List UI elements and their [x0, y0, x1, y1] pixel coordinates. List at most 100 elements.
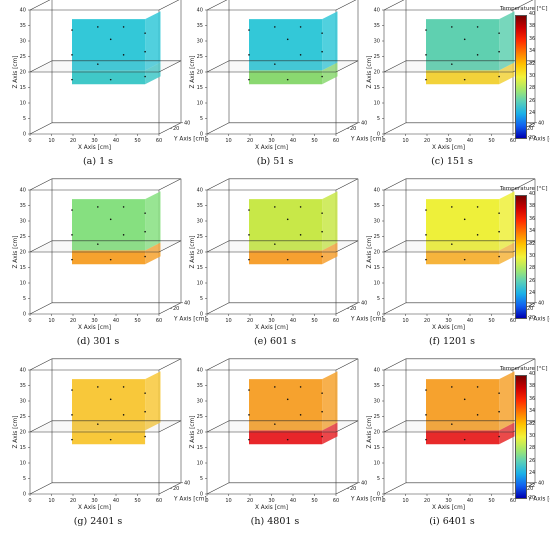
chart-panel: 0 5 10 15 20 25 30 35 40 0 10 20 30 40 50 60 20 40 X Axis … [362, 358, 550, 532]
lower-block-side [499, 62, 515, 85]
z-tick-label: 20 [20, 250, 26, 256]
sensor-point [144, 435, 146, 438]
sensor-point [109, 218, 112, 221]
sensor-point [97, 423, 99, 425]
lower-block-front [72, 70, 146, 85]
y-tick-label: 20 [173, 486, 179, 492]
z-tick-label: 35 [20, 203, 26, 209]
upper-block-front [249, 199, 323, 251]
box-edge [206, 0, 228, 11]
cut-plane [29, 240, 182, 253]
x-axis-label: X Axis [cm] [255, 505, 288, 511]
y-tick-label: 40 [184, 121, 190, 127]
lower-block-front [249, 250, 323, 265]
z-axis-label: Z Axis [cm] [190, 235, 196, 268]
z-axis-label: Z Axis [cm] [190, 55, 196, 88]
sensor-point [248, 29, 250, 31]
colorbar-tick-label: 22 [529, 123, 536, 129]
sensor-point [109, 398, 112, 401]
z-tick-label: 15 [374, 445, 380, 451]
y-tick-label: 20 [173, 126, 179, 132]
z-tick-label: 40 [20, 8, 26, 14]
y-axis-label: Y Axis [cm] [173, 136, 207, 142]
sensor-point [71, 389, 73, 391]
colorbar-tick-label: 24 [529, 471, 536, 477]
colorbar: Temperature [°C] 40 38 36 34 32 30 28 26 24 22 20 [500, 366, 550, 506]
x-tick-label: 20 [247, 498, 253, 504]
sensor-point [451, 423, 453, 425]
colorbar-tick-label: 40 [529, 192, 536, 197]
sensor-point [109, 258, 112, 261]
caption-time: 2401 s [90, 516, 123, 527]
sensor-point [248, 54, 250, 56]
panel-caption: (g) 2401 s [8, 516, 188, 527]
sensor-point [425, 389, 427, 391]
z-tick-label: 25 [197, 54, 203, 60]
y-axis-label: Y Axis [cm] [173, 316, 207, 322]
upper-block-front [72, 379, 146, 431]
x-tick-label: 40 [290, 498, 296, 504]
colorbar-gradient [515, 15, 527, 139]
sensor-point [321, 392, 323, 394]
x-tick-label: 60 [333, 318, 339, 324]
sensor-point [476, 54, 479, 56]
z-tick-label: 25 [20, 414, 26, 420]
x-tick-label: 10 [225, 498, 231, 504]
box-edge [512, 358, 536, 371]
chart-panel: 0 5 10 15 20 25 30 35 40 0 10 20 30 40 50 60 20 40 X Axis … [8, 358, 207, 532]
box-edge [29, 0, 51, 11]
upper-block-side [499, 371, 515, 431]
x-tick-label: 40 [113, 318, 119, 324]
x-tick-label: 10 [225, 318, 231, 324]
sensor-point [476, 386, 479, 388]
x-tick-label: 10 [402, 318, 408, 324]
z-tick-label: 10 [20, 461, 26, 467]
sensor-point [498, 212, 500, 214]
colorbar-tick-label: 28 [529, 86, 536, 92]
z-tick-label: 10 [197, 281, 203, 287]
z-tick-label: 5 [200, 476, 203, 482]
x-tick-label: 30 [268, 498, 274, 504]
z-tick-label: 5 [23, 296, 26, 302]
y-axis-label: Y Axis [cm] [527, 316, 550, 322]
z-tick-label: 35 [20, 383, 26, 389]
sensor-point [248, 209, 250, 211]
caption-letter: (h) [250, 516, 265, 527]
x-tick-label: 60 [510, 138, 516, 144]
upper-block-side [322, 191, 338, 251]
x-tick-label: 50 [134, 498, 140, 504]
sensor-point [425, 258, 427, 261]
x-axis-label: X Axis [cm] [78, 505, 111, 511]
z-tick-label: 0 [23, 132, 26, 138]
caption-time: 51 s [273, 156, 294, 167]
cut-plane [29, 60, 182, 73]
y-axis-label: Y Axis [cm] [350, 136, 384, 142]
colorbar-tick-label: 34 [529, 409, 536, 415]
sensor-point [71, 54, 73, 56]
sensor-point [274, 386, 276, 388]
sensor-point [71, 78, 73, 81]
z-tick-label: 5 [377, 116, 380, 122]
x-tick-label: 10 [48, 138, 54, 144]
box-edge [383, 0, 405, 11]
box-edge [206, 358, 230, 371]
sensor-point [248, 414, 250, 416]
z-tick-label: 30 [20, 399, 26, 405]
sensor-point [498, 410, 500, 413]
z-tick-label: 10 [20, 281, 26, 287]
colorbar-tick-label: 38 [529, 384, 536, 390]
x-tick-label: 50 [311, 138, 317, 144]
z-tick-label: 20 [197, 70, 203, 76]
sensor-point [274, 26, 276, 28]
x-tick-label: 0 [205, 138, 208, 144]
box-edge [206, 482, 230, 495]
z-tick-label: 30 [197, 399, 203, 405]
upper-block-front [249, 19, 323, 71]
sensor-point [476, 414, 479, 416]
caption-letter: (d) [76, 336, 91, 347]
colorbar-tick-label: 26 [529, 278, 536, 284]
upper-block-front [72, 199, 146, 251]
x-tick-label: 60 [156, 498, 162, 504]
